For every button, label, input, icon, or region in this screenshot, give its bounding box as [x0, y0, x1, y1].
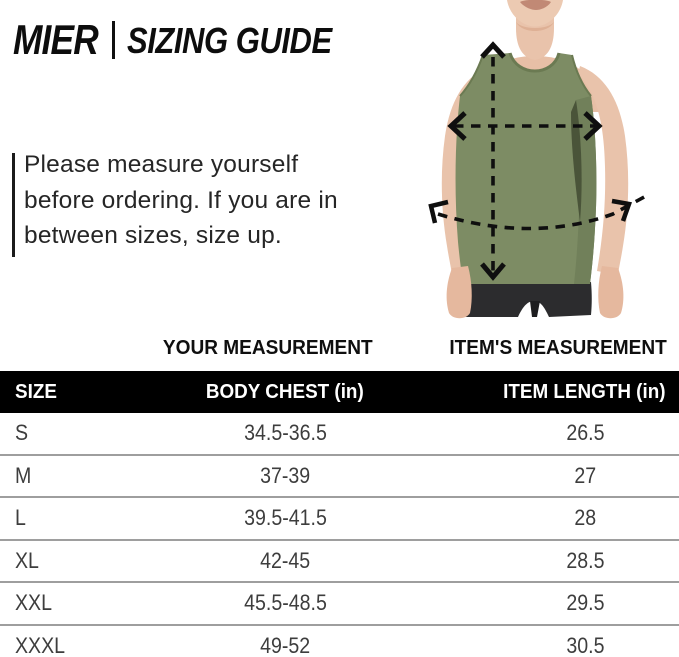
your-measurement-header: YOUR MEASUREMENT	[100, 336, 436, 360]
column-header-body-chest: BODY CHEST (in)	[206, 380, 364, 403]
model-right-hand	[598, 266, 624, 319]
table-row: S 34.5-36.5 26.5	[0, 413, 679, 456]
table-row: XL 42-45 28.5	[0, 541, 679, 583]
page-title: SIZING GUIDE	[127, 20, 332, 61]
length-arrow-top-icon	[480, 41, 506, 59]
size-cell: M	[15, 462, 32, 488]
collar-seam	[508, 52, 561, 73]
chin-shadow	[516, 22, 554, 31]
left-armhole-seam	[459, 54, 484, 97]
model-chin	[507, 0, 563, 27]
size-cell: XL	[15, 547, 39, 573]
note-line: Please measure yourself	[24, 151, 299, 178]
measure-note: Please measure yourself before ordering.…	[24, 147, 338, 254]
note-accent-bar	[12, 153, 15, 257]
model-left-hand	[446, 266, 472, 319]
body-chest-cell: 39.5-41.5	[243, 505, 327, 530]
hem-arrow-left-icon	[428, 199, 449, 224]
body-chest-cell: 37-39	[259, 462, 311, 488]
tank-top-armpit-shadow	[571, 100, 582, 222]
table-row: L 39.5-41.5 28	[0, 498, 679, 541]
model-photo	[410, 0, 679, 325]
size-cell: S	[15, 420, 29, 445]
model-figure-graphic	[428, 0, 647, 319]
logo-divider	[112, 21, 115, 59]
column-header-size: SIZE	[15, 380, 57, 403]
note-line: before ordering. If you are in	[24, 186, 338, 214]
note-line: between sizes, size up.	[24, 222, 282, 249]
right-armhole-seam	[571, 54, 592, 97]
chest-arrow-right-icon	[583, 111, 603, 141]
item-length-cell: 29.5	[565, 590, 605, 615]
size-table-body: S 34.5-36.5 26.5 M 37-39 27 L 39.5-41.5 …	[0, 413, 679, 657]
item-length-cell: 26.5	[565, 420, 605, 445]
hem-arrow-right-icon	[611, 198, 633, 222]
length-arrow-bottom-icon	[480, 262, 506, 281]
item-length-cell: 28.5	[565, 547, 605, 573]
size-table-header: SIZE BODY CHEST (in) ITEM LENGTH (in)	[0, 371, 679, 413]
hem-arrow-line	[437, 194, 647, 231]
body-chest-cell: 34.5-36.5	[243, 420, 327, 445]
model-left-arm	[441, 66, 492, 275]
column-header-item-length: ITEM LENGTH (in)	[503, 380, 666, 403]
table-row: XXXL 49-52 30.5	[0, 626, 679, 657]
model-right-arm	[578, 66, 629, 275]
table-row: XXL 45.5-48.5 29.5	[0, 583, 679, 626]
brand-logo: MIER	[13, 16, 99, 63]
model-shorts	[461, 282, 592, 317]
body-chest-cell: 45.5-48.5	[243, 590, 327, 615]
body-chest-cell: 49-52	[259, 632, 311, 657]
items-measurement-label: ITEM'S MEASUREMENT	[449, 336, 667, 359]
model-lips	[520, 0, 551, 10]
chest-arrow-left-icon	[447, 111, 467, 141]
item-length-cell: 30.5	[565, 632, 605, 657]
item-length-cell: 28	[574, 505, 596, 530]
size-cell: XXL	[15, 590, 53, 615]
size-cell: L	[15, 505, 26, 530]
items-measurement-header: ITEM'S MEASUREMENT	[433, 336, 667, 360]
item-length-cell: 27	[574, 462, 596, 488]
shorts-shadow	[530, 301, 540, 317]
body-chest-cell: 42-45	[259, 547, 311, 573]
table-row: M 37-39 27	[0, 456, 679, 498]
your-measurement-label: YOUR MEASUREMENT	[163, 336, 373, 359]
size-cell: XXXL	[15, 632, 66, 657]
